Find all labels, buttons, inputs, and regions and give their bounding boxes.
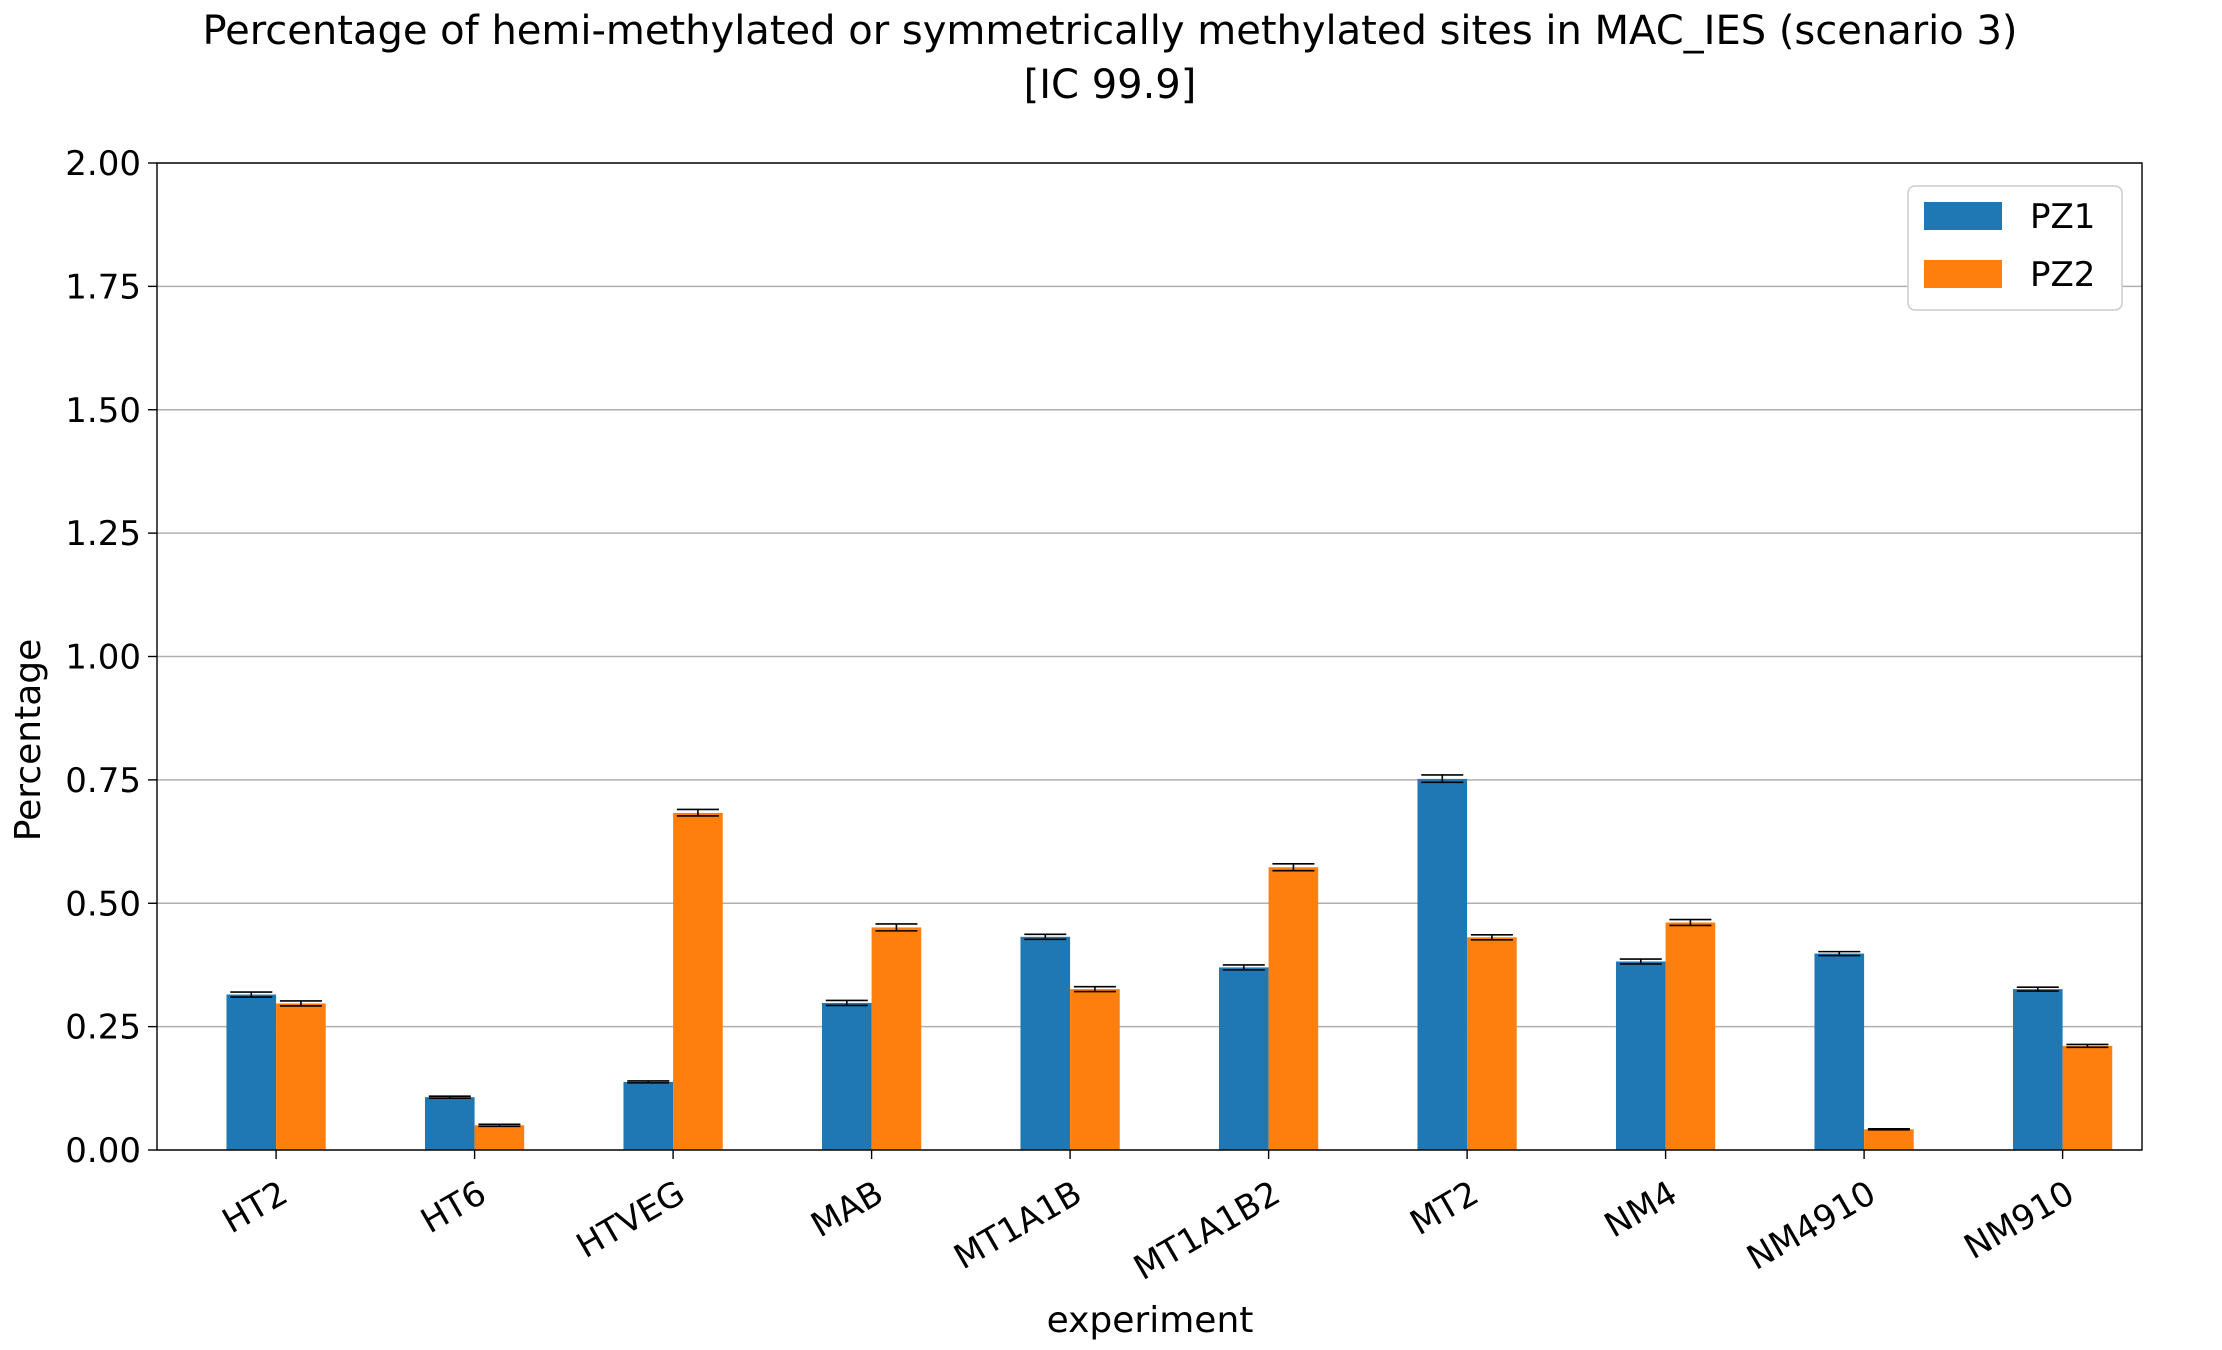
bars xyxy=(226,778,2113,1150)
y-tick-label: 1.00 xyxy=(65,638,141,678)
bar-pz2-nm910 xyxy=(2062,1045,2113,1150)
bar-pz1-mt2 xyxy=(1417,778,1468,1150)
y-tick-label: 1.50 xyxy=(65,391,141,431)
legend-label-pz2: PZ2 xyxy=(2030,255,2095,295)
bar-pz1-htveg xyxy=(623,1081,674,1150)
y-tick-label: 0.25 xyxy=(65,1008,141,1048)
bar-pz1-nm910 xyxy=(2012,989,2063,1150)
y-tick-label: 0.75 xyxy=(65,761,141,801)
chart-subtitle: [IC 99.9] xyxy=(1024,62,1197,108)
y-tick-label: 0.00 xyxy=(65,1131,141,1171)
bar-pz2-mab xyxy=(871,927,922,1150)
bar-pz1-ht6 xyxy=(424,1097,475,1150)
bar-pz2-nm4 xyxy=(1665,922,1716,1150)
bar-pz2-mt1a1b xyxy=(1070,989,1120,1150)
y-tick-label: 1.25 xyxy=(65,514,141,554)
chart-title: Percentage of hemi-methylated or symmetr… xyxy=(202,8,2017,54)
legend-label-pz1: PZ1 xyxy=(2030,197,2095,237)
bar-pz2-mt1a1b2 xyxy=(1268,867,1319,1150)
y-axis-label: Percentage xyxy=(8,639,49,842)
bar-pz1-nm4 xyxy=(1615,961,1666,1150)
bar-pz2-nm4910 xyxy=(1864,1129,1914,1150)
bar-pz1-nm4910 xyxy=(1814,953,1865,1150)
bar-pz1-mt1a1b2 xyxy=(1218,967,1269,1150)
error-bars xyxy=(230,774,2109,1131)
y-tick-label: 1.75 xyxy=(65,267,141,307)
bar-pz2-ht2 xyxy=(276,1003,326,1150)
bar-pz1-mab xyxy=(821,1002,872,1150)
bar-pz2-ht6 xyxy=(474,1125,525,1150)
bar-pz2-htveg xyxy=(673,812,723,1150)
bar-pz1-ht2 xyxy=(226,994,277,1150)
legend-swatch-pz2 xyxy=(1924,260,2002,288)
bar-pz2-mt2 xyxy=(1467,937,1517,1150)
y-tick-label: 0.50 xyxy=(65,884,141,924)
y-tick-label: 2.00 xyxy=(65,144,141,184)
legend-swatch-pz1 xyxy=(1924,202,2002,230)
bar-pz1-mt1a1b xyxy=(1020,936,1071,1150)
legend: PZ1 PZ2 xyxy=(1907,185,2123,311)
y-axis-ticks: 0.00 0.25 0.50 0.75 1.00 1.25 1.50 1.75 2.00 xyxy=(65,144,157,1171)
x-axis-label: experiment xyxy=(1047,1300,1254,1341)
